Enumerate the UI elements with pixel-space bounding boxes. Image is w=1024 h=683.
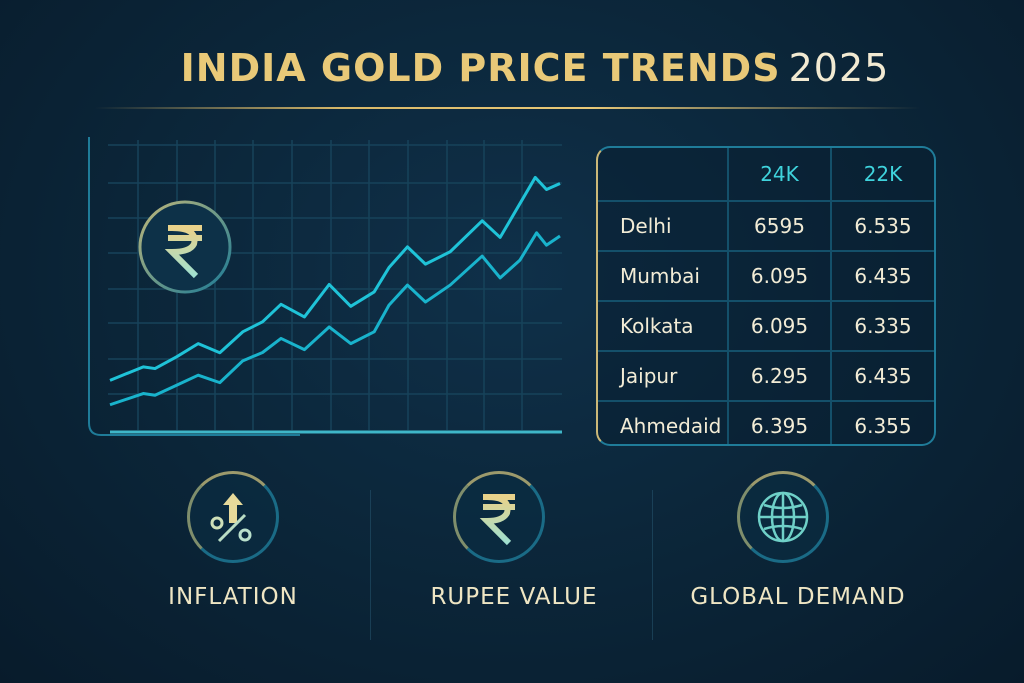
price-24k-cell: 6.395 bbox=[727, 402, 830, 444]
header-24k: 24K bbox=[727, 148, 830, 200]
city-cell: Jaipur bbox=[620, 364, 678, 388]
table-row: Mumbai 6.095 6.435 bbox=[598, 250, 934, 300]
factor-label-rupee-value: RUPEE VALUE bbox=[430, 584, 598, 610]
title-main: INDIA GOLD PRICE TRENDS bbox=[180, 46, 781, 90]
line-chart bbox=[88, 137, 562, 436]
price-22k-cell: 6.435 bbox=[830, 252, 934, 300]
rupee-icon bbox=[453, 471, 545, 563]
factor-label-global-demand: GLOBAL DEMAND bbox=[690, 584, 906, 610]
header-city bbox=[598, 148, 727, 200]
page-title: INDIA GOLD PRICE TRENDS 2025 bbox=[0, 46, 1024, 90]
section-divider bbox=[370, 490, 371, 640]
series-line-upper bbox=[109, 175, 561, 382]
factor-label-inflation: INFLATION bbox=[168, 584, 298, 610]
table-row: Delhi 6595 6.535 bbox=[598, 200, 934, 250]
price-22k-cell: 6.335 bbox=[830, 302, 934, 350]
title-year: 2025 bbox=[788, 46, 890, 90]
gold-price-table: 24K 22K Delhi 6595 6.535 Mumbai 6.095 6.435 Ko… bbox=[596, 146, 936, 446]
chart-frame bbox=[88, 137, 300, 436]
city-cell: Mumbai bbox=[620, 264, 700, 288]
price-24k-cell: 6595 bbox=[727, 202, 830, 250]
section-divider bbox=[652, 490, 653, 640]
inflation-icon bbox=[187, 471, 279, 563]
table-header-row: 24K 22K bbox=[598, 148, 934, 200]
price-24k-cell: 6.295 bbox=[727, 352, 830, 400]
globe-icon bbox=[737, 471, 829, 563]
price-24k-cell: 6.095 bbox=[727, 252, 830, 300]
price-22k-cell: 6.435 bbox=[830, 352, 934, 400]
price-22k-cell: 6.355 bbox=[830, 402, 934, 444]
title-divider bbox=[95, 107, 920, 109]
city-cell: Delhi bbox=[620, 214, 672, 238]
table-row: Kolkata 6.095 6.335 bbox=[598, 300, 934, 350]
table-row: Jaipur 6.295 6.435 bbox=[598, 350, 934, 400]
rupee-badge-icon bbox=[138, 200, 232, 294]
header-22k: 22K bbox=[830, 148, 934, 200]
series-line-lower bbox=[109, 231, 561, 407]
table-row: Ahmedaid 6.395 6.355 bbox=[598, 400, 934, 444]
price-24k-cell: 6.095 bbox=[727, 302, 830, 350]
price-22k-cell: 6.535 bbox=[830, 202, 934, 250]
city-cell: Kolkata bbox=[620, 314, 694, 338]
city-cell: Ahmedaid bbox=[620, 414, 722, 438]
